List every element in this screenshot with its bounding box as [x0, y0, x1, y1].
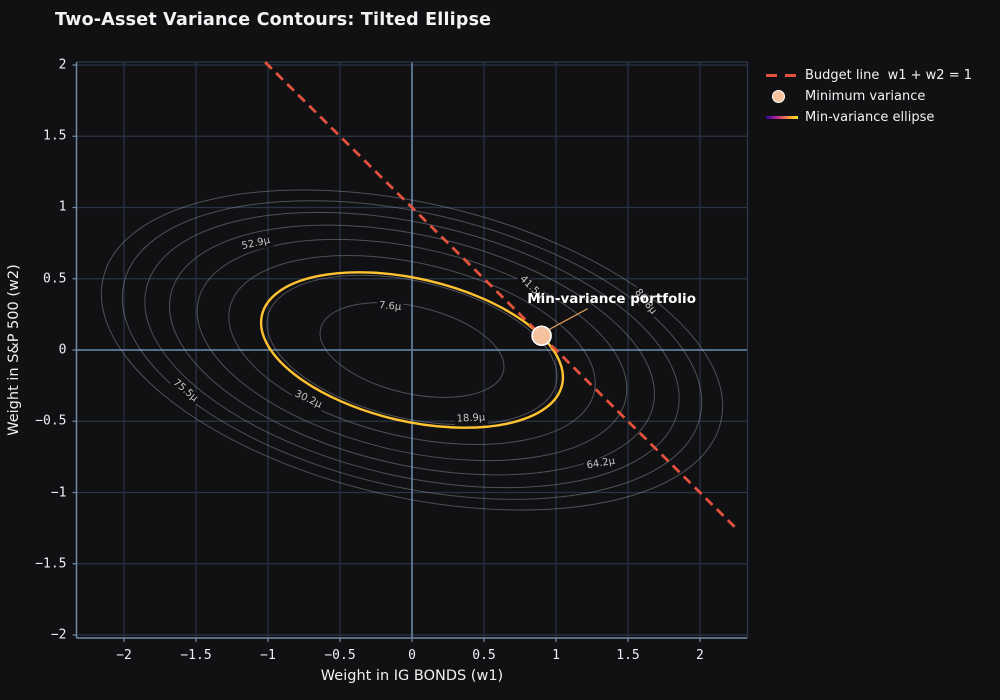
x-axis-label: Weight in IG BONDS (w1)	[320, 668, 504, 684]
min-variance-ellipse	[259, 271, 565, 429]
legend-item: Min-variance ellipse	[766, 107, 972, 128]
legend-item-label: Budget line w1 + w2 = 1	[805, 68, 973, 83]
y-tick-label: 0	[58, 342, 67, 358]
legend-item: Budget line w1 + w2 = 1	[766, 65, 972, 86]
variance-contour-ellipse	[144, 211, 680, 489]
legend: Budget line w1 + w2 = 1 Minimum variance M…	[766, 65, 972, 128]
min-variance-annotation: Min-variance portfolio	[527, 291, 696, 308]
min-variance-point	[531, 325, 552, 347]
y-tick-label: 0.5	[43, 271, 67, 287]
page-title: Two-Asset Variance Contours: Tilted Elli…	[55, 10, 492, 30]
y-tick-label: 1.5	[43, 128, 67, 144]
gradient-line-swatch-icon	[766, 116, 798, 119]
x-tick-label: −1	[260, 648, 276, 663]
dot-swatch-icon	[772, 90, 785, 103]
x-tick-label: 2	[696, 648, 704, 663]
legend-item: Minimum variance	[766, 86, 972, 107]
x-tick-label: 0.5	[472, 648, 496, 663]
contour-level-label: 18.9µ	[454, 412, 488, 426]
annotation-leader-line	[547, 308, 588, 331]
dashed-line-swatch-icon	[766, 74, 798, 77]
x-tick-label: 1.5	[616, 648, 640, 663]
y-tick-label: 1	[58, 199, 67, 215]
y-tick-label: −1.5	[35, 556, 67, 572]
x-tick-label: −1.5	[180, 648, 212, 663]
contour-level-label: 7.6µ	[376, 299, 404, 315]
x-tick-label: 0	[408, 648, 416, 663]
legend-item-label: Minimum variance	[805, 89, 926, 104]
variance-contour-ellipse	[169, 224, 655, 476]
y-tick-label: −0.5	[35, 413, 67, 429]
legend-item-label: Min-variance ellipse	[805, 110, 935, 125]
budget-line	[264, 61, 737, 530]
x-tick-label: −0.5	[324, 648, 356, 663]
variance-contour-ellipse	[196, 238, 628, 462]
y-tick-label: −2	[50, 627, 67, 643]
variance-contour-ellipse	[266, 274, 558, 426]
y-tick-label: 2	[58, 57, 67, 73]
variance-contour-ellipse	[319, 302, 505, 398]
variance-contour-ellipse	[121, 200, 703, 500]
variance-contour-ellipse	[228, 255, 596, 445]
x-tick-label: 1	[552, 648, 560, 663]
y-axis-label: Weight in S&P 500 (w2)	[6, 264, 22, 436]
variance-contour-ellipse	[100, 189, 724, 511]
x-tick-label: −2	[116, 648, 132, 663]
y-tick-label: −1	[50, 485, 67, 500]
